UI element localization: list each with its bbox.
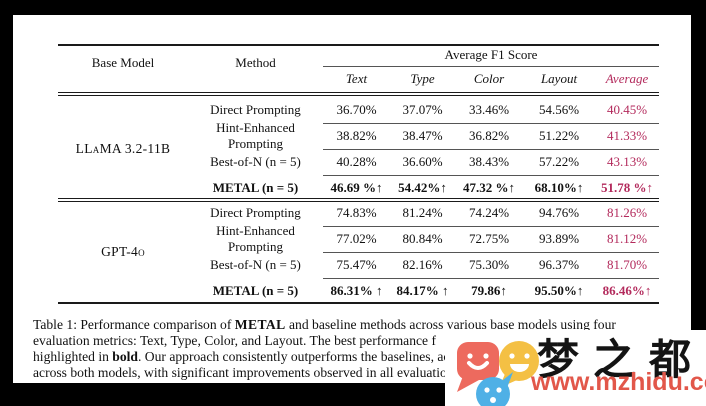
watermark-cjk-text: 梦之都 xyxy=(537,336,706,383)
value-cell: 72.75% xyxy=(468,231,510,246)
value-cell: 81.70% xyxy=(606,257,648,272)
value-cell: 38.43% xyxy=(468,154,510,169)
divider xyxy=(58,95,659,96)
value-cell: 94.76% xyxy=(538,205,580,220)
value-cell: 80.84% xyxy=(402,231,443,246)
method-cell: Direct Prompting xyxy=(210,102,301,117)
value-cell: 74.24% xyxy=(468,205,510,220)
value-cell: 93.89% xyxy=(538,231,580,246)
table-row: Best-of-N (n = 5) 40.28% 36.60% 38.43% 5… xyxy=(58,149,659,175)
value-cell: 54.42%↑ xyxy=(398,180,447,195)
table-row: Hint-Enhanced Prompting 77.02% 80.84% 72… xyxy=(58,223,659,254)
caption-line-4: across both models, with significant imp… xyxy=(33,365,447,380)
divider xyxy=(323,278,659,279)
header-base-model: Base Model xyxy=(91,55,155,70)
table-caption: Table 1: Performance comparison of METAL… xyxy=(33,317,678,381)
value-cell: 75.47% xyxy=(336,257,377,272)
watermark-url-text: www.mzhidu.com xyxy=(531,368,706,396)
caption-line-3: highlighted in bold. Our approach consis… xyxy=(33,349,678,365)
table-row: Direct Prompting 36.70% 37.07% 33.46% 54… xyxy=(58,97,659,123)
divider xyxy=(58,92,659,93)
paper-page xyxy=(13,15,691,383)
value-cell: 68.10%↑ xyxy=(534,180,584,195)
value-cell: 86.46%↑ xyxy=(602,283,652,298)
base-model-llama: LLaMA 3.2-11B xyxy=(75,141,171,156)
value-cell: 40.28% xyxy=(336,154,377,169)
table-row: Direct Prompting 74.83% 81.24% 74.24% 94… xyxy=(58,200,659,226)
divider xyxy=(58,198,659,199)
value-cell: 79.86↑ xyxy=(471,283,507,298)
value-cell: 43.13% xyxy=(606,154,648,169)
base-model-gpt4o: GPT-4o xyxy=(101,244,145,259)
divider xyxy=(58,302,659,304)
value-cell: 57.22% xyxy=(538,154,580,169)
value-cell: 81.26% xyxy=(606,205,648,220)
divider xyxy=(58,44,659,46)
method-cell: METAL (n = 5) xyxy=(212,180,299,195)
caption-metal: METAL xyxy=(234,317,286,332)
subheader-average: Average xyxy=(605,71,649,86)
subheader-row: Text Type Color Layout Average xyxy=(323,66,659,92)
caption-line-2: evaluation metrics: Text, Type, Color, a… xyxy=(33,333,436,348)
value-cell: 95.50%↑ xyxy=(534,283,584,298)
value-cell: 47.32 %↑ xyxy=(463,180,515,195)
divider xyxy=(323,175,659,176)
value-cell: 81.24% xyxy=(402,205,443,220)
value-cell: 75.30% xyxy=(468,257,510,272)
watermark-logo-icon xyxy=(457,341,539,406)
value-cell: 51.78 %↑ xyxy=(601,180,653,195)
value-cell: 33.46% xyxy=(468,102,510,117)
value-cell: 41.33% xyxy=(606,128,648,143)
divider xyxy=(323,123,659,124)
method-cell: Best-of-N (n = 5) xyxy=(210,257,301,272)
caption-text: Table 1: Performance comparison of xyxy=(33,317,235,332)
divider xyxy=(323,226,659,227)
caption-line-1: Table 1: Performance comparison of METAL… xyxy=(33,317,678,333)
subheader-layout: Layout xyxy=(540,71,578,86)
value-cell: 86.31% ↑ xyxy=(330,283,383,298)
table-row-metal: METAL (n = 5) 86.31% ↑ 84.17% ↑ 79.86↑ 9… xyxy=(58,278,659,304)
table-row: Best-of-N (n = 5) 75.47% 82.16% 75.30% 9… xyxy=(58,252,659,278)
method-cell: METAL (n = 5) xyxy=(212,283,299,298)
value-cell: 84.17% ↑ xyxy=(396,283,449,298)
method-cell: Best-of-N (n = 5) xyxy=(210,154,301,169)
header-average-f1-score: Average F1 Score xyxy=(444,47,538,62)
header-method: Method xyxy=(235,55,276,70)
watermark: 梦之都 www.mzhidu.com xyxy=(445,330,706,406)
divider xyxy=(323,149,659,150)
subheader-text: Text xyxy=(345,71,368,86)
divider xyxy=(323,252,659,253)
value-cell: 51.22% xyxy=(538,128,580,143)
value-cell: 36.82% xyxy=(468,128,510,143)
value-cell: 36.70% xyxy=(336,102,377,117)
value-cell: 38.47% xyxy=(402,128,443,143)
value-cell: 77.02% xyxy=(336,231,377,246)
table-row-metal: METAL (n = 5) 46.69 %↑ 54.42%↑ 47.32 %↑ … xyxy=(58,175,659,201)
caption-text: and baseline methods across various base… xyxy=(285,317,616,332)
value-cell: 74.83% xyxy=(336,205,377,220)
value-cell: 40.45% xyxy=(606,102,648,117)
value-cell: 54.56% xyxy=(538,102,580,117)
method-cell: Direct Prompting xyxy=(210,205,301,220)
value-cell: 82.16% xyxy=(402,257,443,272)
value-cell: 36.60% xyxy=(402,154,443,169)
divider xyxy=(323,66,659,67)
value-cell: 37.07% xyxy=(402,102,443,117)
value-cell: 38.82% xyxy=(336,128,377,143)
value-cell: 46.69 %↑ xyxy=(330,180,383,195)
subheader-type: Type xyxy=(410,71,435,86)
results-table: Base Model Method Average F1 Score Text … xyxy=(58,44,659,304)
subheader-color: Color xyxy=(473,71,505,86)
caption-text: highlighted in xyxy=(33,349,113,364)
table-row: Hint-Enhanced Prompting 38.82% 38.47% 36… xyxy=(58,120,659,151)
divider xyxy=(58,201,659,202)
caption-bold-word: bold xyxy=(112,349,138,364)
caption-text: . Our approach consistently outperforms … xyxy=(138,349,450,364)
value-cell: 81.12% xyxy=(606,231,648,246)
method-cell: Hint-Enhanced Prompting xyxy=(216,223,295,254)
value-cell: 96.37% xyxy=(538,257,580,272)
method-cell: Hint-Enhanced Prompting xyxy=(216,120,295,151)
